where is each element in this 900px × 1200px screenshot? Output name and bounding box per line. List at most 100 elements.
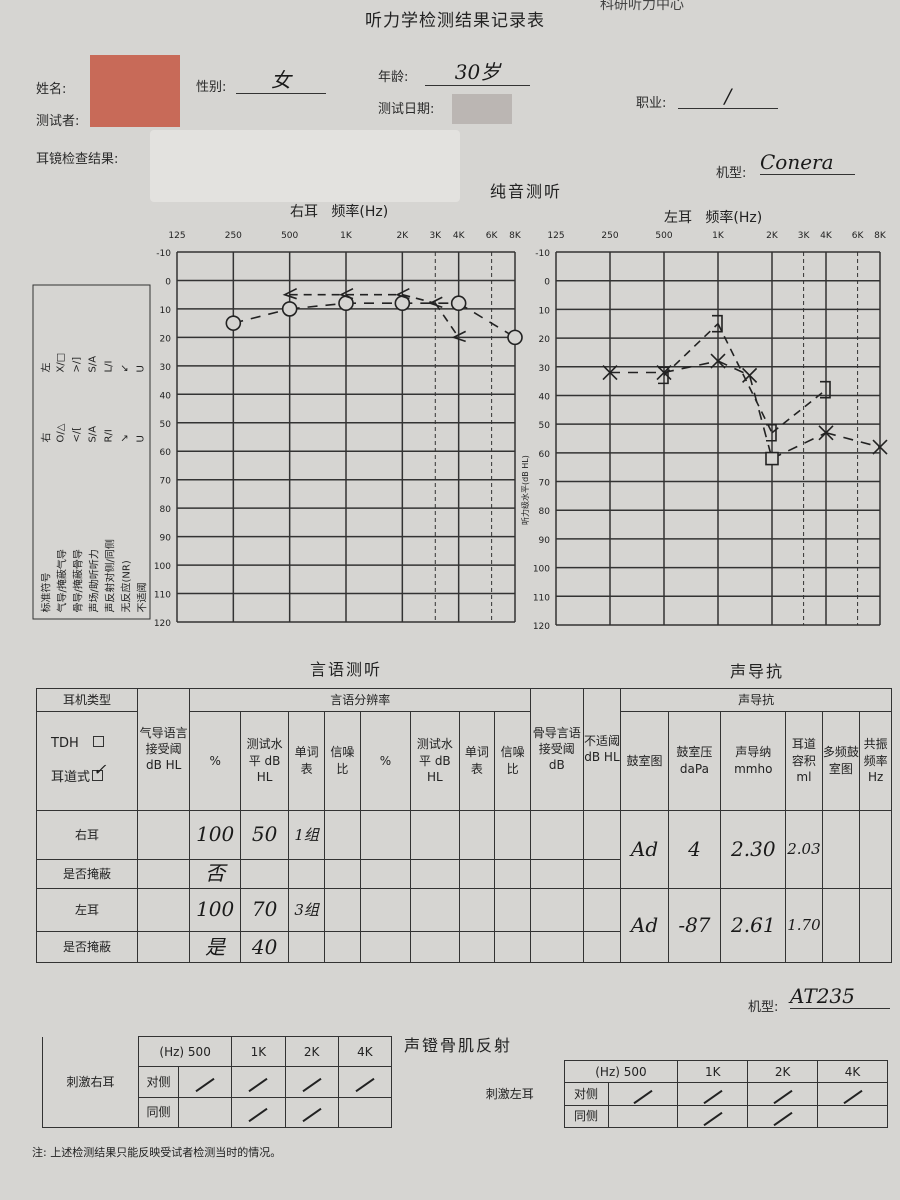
otoscopy-label: 耳镜检查结果: bbox=[36, 152, 119, 167]
tympanogram-header: 鼓室图 bbox=[620, 710, 669, 811]
y-tick-label: 100 bbox=[533, 565, 550, 575]
insert-checkbox-checked[interactable]: ✓ bbox=[92, 760, 106, 781]
snr-header: 信噪比 bbox=[494, 710, 531, 811]
y-tick-label: 40 bbox=[539, 392, 551, 402]
right-ear-canal-volume: 2.03 bbox=[785, 809, 823, 889]
right-pressure: 4 bbox=[667, 809, 722, 889]
wordlist-header: 单词表 bbox=[458, 710, 496, 811]
x-tick-label: 1K bbox=[712, 231, 725, 241]
air-conduction-circle-mark bbox=[281, 301, 298, 317]
stimulus-right-label: 刺激右耳 bbox=[42, 1036, 139, 1128]
reflex-cell bbox=[677, 1104, 749, 1129]
series-segment bbox=[663, 323, 719, 376]
reflex-cell bbox=[607, 1082, 679, 1106]
present-mark bbox=[302, 1108, 322, 1123]
y-tick-label: 30 bbox=[160, 363, 172, 373]
present-mark bbox=[703, 1112, 723, 1127]
bone-srt-header: 骨导言语接受阈 dB bbox=[529, 688, 584, 811]
series-segment bbox=[717, 323, 773, 434]
tester-label: 测试者: bbox=[36, 114, 80, 129]
speech-row-left: 左耳 100 70 3组 Ad -87 2.61 1.70 bbox=[36, 887, 892, 964]
org-name-partial: 科研听力中心 bbox=[600, 0, 684, 13]
present-mark bbox=[302, 1077, 322, 1093]
series-segment bbox=[748, 375, 773, 459]
right-ear-chart-title: 右耳 频率(Hz) bbox=[290, 201, 388, 221]
reflex-left-table: 刺激左耳 (Hz) 500 1K 2K 4K 对侧 同侧 bbox=[456, 1059, 888, 1129]
x-tick-label: 4K bbox=[453, 231, 466, 241]
y-tick-label: 70 bbox=[539, 479, 551, 489]
x-tick-label: 250 bbox=[225, 231, 242, 241]
device-value: Conera bbox=[760, 150, 855, 175]
y-tick-label: 110 bbox=[533, 593, 550, 603]
occupation-value: / bbox=[678, 84, 778, 109]
air-conduction-circle-mark bbox=[225, 315, 242, 331]
x-tick-label: 250 bbox=[601, 231, 618, 241]
hz-500-header: (Hz) 500 bbox=[563, 1059, 679, 1084]
speech-immittance-table: 耳机类型 气导语言接受阈 dB HL 言语分辨率 骨导言语接受阈 dB 不适阈 … bbox=[36, 688, 892, 964]
series-segment bbox=[825, 431, 881, 448]
x-tick-label: 500 bbox=[281, 231, 298, 241]
x-tick-label: 2K bbox=[766, 231, 779, 241]
freq-header: 2K bbox=[284, 1035, 339, 1068]
snr-header: 信噪比 bbox=[323, 710, 361, 811]
left-ear-label: 左耳 bbox=[664, 210, 692, 226]
freq-header: 4K bbox=[817, 1059, 888, 1084]
row-label: 是否掩蔽 bbox=[36, 858, 138, 889]
hz-500-header: (Hz) 500 bbox=[137, 1035, 233, 1068]
tdh-checkbox[interactable] bbox=[92, 736, 104, 748]
ear-canal-volume-header: 耳道容积 ml bbox=[785, 710, 823, 811]
y-tick-label: 60 bbox=[160, 448, 172, 458]
gender-label: 性别: bbox=[196, 80, 227, 95]
immittance-title: 声导抗 bbox=[730, 662, 785, 681]
contra-label: 对侧 bbox=[138, 1066, 179, 1098]
pct-header: % bbox=[359, 710, 412, 811]
contra-label: 对侧 bbox=[563, 1082, 609, 1106]
tdh-label: TDH bbox=[51, 736, 79, 752]
row-label: 是否掩蔽 bbox=[36, 931, 138, 963]
redacted-name bbox=[90, 55, 180, 127]
x-tick-label: 125 bbox=[168, 231, 185, 241]
reflex-cell bbox=[231, 1096, 286, 1129]
x-tick-label: 125 bbox=[547, 231, 564, 241]
x-tick-label: 1K bbox=[340, 231, 353, 241]
series-segment bbox=[402, 293, 436, 305]
level-header: 测试水平 dB HL bbox=[239, 710, 290, 811]
level-value: 70 bbox=[239, 887, 290, 933]
left-pressure: -87 bbox=[667, 887, 722, 964]
bone-conduction-mark bbox=[395, 287, 410, 300]
wordlist-header: 单词表 bbox=[288, 710, 325, 811]
x-tick-label: 4K bbox=[820, 231, 833, 241]
y-tick-label: 80 bbox=[539, 507, 551, 517]
freq-header: 4K bbox=[337, 1035, 393, 1068]
speech-title: 言语测听 bbox=[310, 660, 383, 679]
tympanometer-label: 机型: bbox=[748, 1000, 779, 1015]
check-mark-icon: ✓ bbox=[93, 759, 107, 779]
pct-header: % bbox=[189, 710, 241, 811]
y-tick-label: 10 bbox=[539, 306, 551, 316]
resonance-header: 共振频率 Hz bbox=[859, 710, 892, 811]
reflex-cell bbox=[177, 1066, 233, 1098]
test-date-label: 测试日期: bbox=[378, 102, 435, 117]
x-tick-label: 2K bbox=[397, 231, 410, 241]
y-tick-label: 20 bbox=[539, 335, 551, 345]
y-tick-label: 90 bbox=[160, 534, 172, 544]
series-segment bbox=[717, 360, 750, 377]
pct-value: 100 bbox=[189, 809, 241, 860]
left-ear-canal-volume: 1.70 bbox=[785, 887, 823, 964]
reflex-cell bbox=[337, 1096, 393, 1129]
pct-value: 100 bbox=[189, 887, 241, 933]
x-tick-label: 500 bbox=[655, 231, 672, 241]
series-segment bbox=[434, 302, 460, 338]
age-value: 30岁 bbox=[425, 56, 530, 86]
masked-bone-conduction-mark bbox=[766, 423, 777, 442]
ipsi-label: 同侧 bbox=[563, 1104, 609, 1129]
gender-value: 女 bbox=[236, 64, 326, 94]
y-tick-label: 60 bbox=[539, 450, 551, 460]
tympanometer-value: AT235 bbox=[790, 984, 890, 1009]
age-label: 年龄: bbox=[378, 70, 409, 85]
reflex-right-table: 刺激右耳 (Hz) 500 1K 2K 4K 对侧 同侧 bbox=[42, 1035, 393, 1129]
freq-axis-label: 频率(Hz) bbox=[705, 210, 763, 226]
air-conduction-x-mark bbox=[602, 364, 618, 381]
y-tick-label: 100 bbox=[154, 562, 171, 572]
